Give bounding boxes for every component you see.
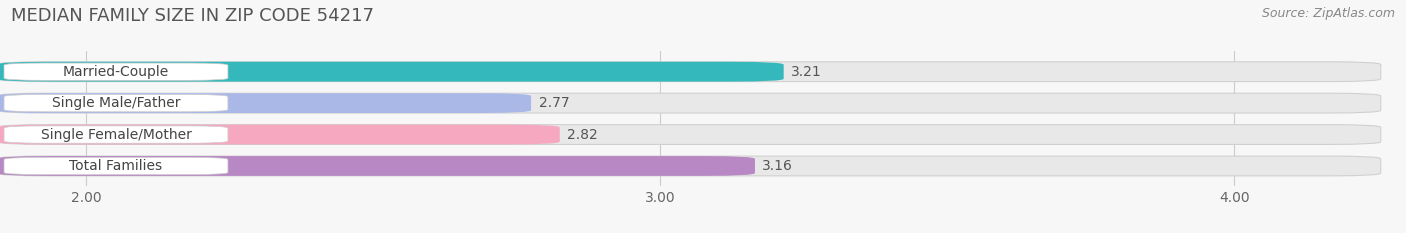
Text: MEDIAN FAMILY SIZE IN ZIP CODE 54217: MEDIAN FAMILY SIZE IN ZIP CODE 54217 <box>11 7 374 25</box>
FancyBboxPatch shape <box>0 93 1381 113</box>
Text: 2.82: 2.82 <box>567 127 598 141</box>
Text: Single Female/Mother: Single Female/Mother <box>41 127 191 141</box>
FancyBboxPatch shape <box>4 126 228 143</box>
Text: 2.77: 2.77 <box>538 96 569 110</box>
Text: Single Male/Father: Single Male/Father <box>52 96 180 110</box>
FancyBboxPatch shape <box>4 94 228 112</box>
FancyBboxPatch shape <box>0 62 1381 82</box>
FancyBboxPatch shape <box>0 156 1381 176</box>
FancyBboxPatch shape <box>0 156 755 176</box>
FancyBboxPatch shape <box>4 63 228 80</box>
Text: Married-Couple: Married-Couple <box>63 65 169 79</box>
Text: Total Families: Total Families <box>69 159 163 173</box>
FancyBboxPatch shape <box>4 157 228 175</box>
Text: 3.16: 3.16 <box>762 159 793 173</box>
FancyBboxPatch shape <box>0 125 1381 144</box>
FancyBboxPatch shape <box>0 125 560 144</box>
FancyBboxPatch shape <box>0 93 531 113</box>
Text: Source: ZipAtlas.com: Source: ZipAtlas.com <box>1261 7 1395 20</box>
FancyBboxPatch shape <box>0 62 783 82</box>
Text: 3.21: 3.21 <box>792 65 823 79</box>
